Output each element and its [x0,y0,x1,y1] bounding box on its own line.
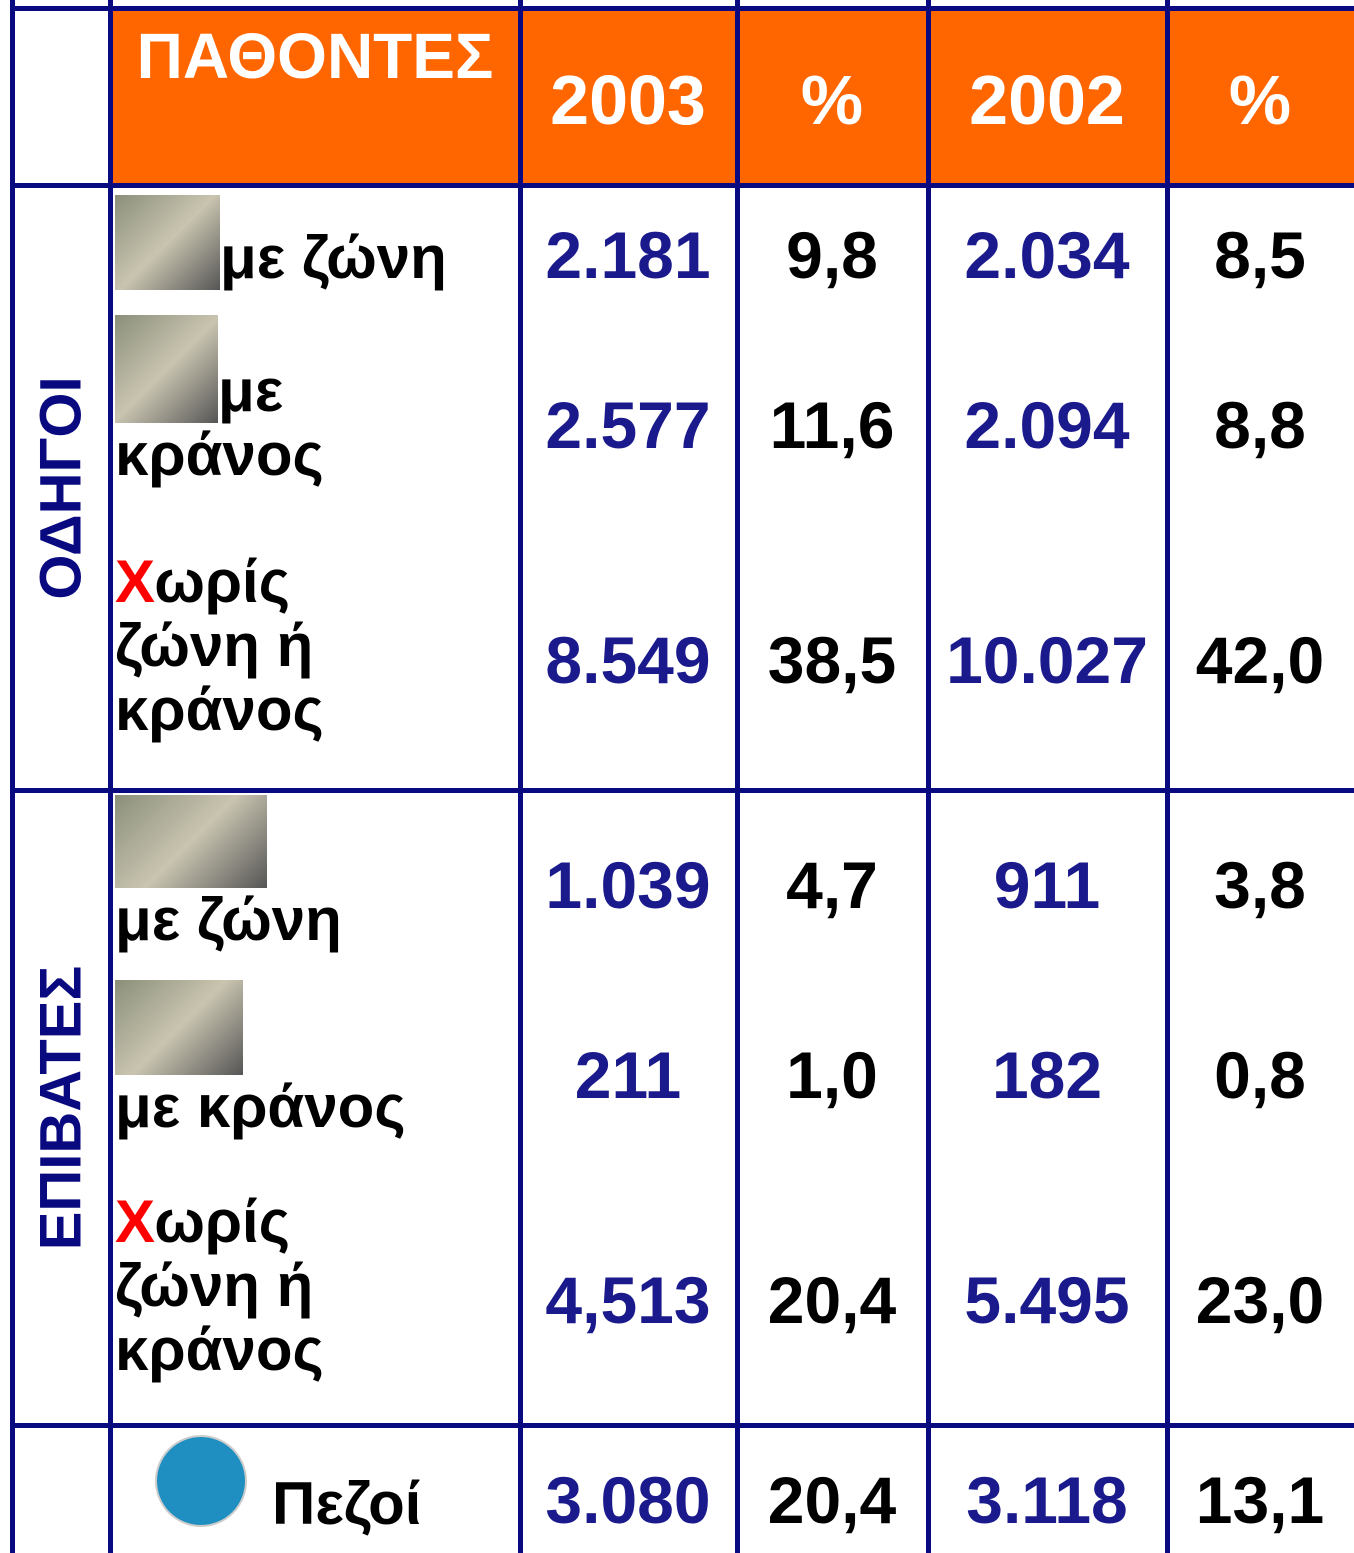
cell-value: 1,0 [786,1037,878,1113]
header-cell: % [1229,60,1291,140]
row-image [115,980,243,1075]
cell-value: 911 [994,847,1100,923]
label-text: με ζώνη [115,886,342,953]
header-cell: 2003 [550,60,706,140]
cell-value: 2.181 [545,217,710,293]
divider [1165,0,1170,1553]
cell-value: 13,1 [1196,1462,1324,1538]
cell-value: 3.118 [966,1462,1128,1538]
cell-value: 211 [575,1037,681,1113]
divider [12,6,1354,11]
cell-value: 4,513 [545,1262,710,1338]
cell-value: 5.495 [964,1262,1129,1338]
divider [926,0,931,1553]
cell-value: 1.039 [545,847,710,923]
row-label: με ζώνη [115,795,515,952]
divider [10,0,15,1553]
pedestrian-icon [155,1435,247,1527]
row-label: με κράνος [115,315,495,487]
divider [12,788,1354,793]
cell-value: 10.027 [946,622,1148,698]
cell-value: 38,5 [768,622,896,698]
header-label: ΠΑΘΟΝΤΕΣ [120,20,510,92]
cell-value: 2.034 [964,217,1129,293]
cell-value: 23,0 [1196,1262,1324,1338]
group-label: ΟΔΗΓΟΙ [28,376,95,599]
cell-value: 20,4 [768,1462,896,1538]
cell-value: 8,8 [1214,387,1306,463]
cell-value: 8,5 [1214,217,1306,293]
cell-value: 2.577 [545,387,710,463]
cell-value: 3,8 [1214,847,1306,923]
label-text: με ζώνη [220,224,447,291]
divider [12,183,1354,188]
row-label: με ζώνη [115,195,515,290]
cell-value: 11,6 [770,387,895,463]
cell-value: 4,7 [786,847,878,923]
header-cell: % [801,60,863,140]
cell-value: 20,4 [768,1262,896,1338]
label-prefix: Χ [115,1188,154,1255]
divider [735,0,740,1553]
row-image [115,315,218,423]
row-image [115,795,267,888]
row-image [115,195,220,290]
divider [108,0,113,1553]
divider [518,0,523,1553]
label-text: με κράνος [115,1073,406,1140]
header-cell: 2002 [969,60,1125,140]
cell-value: 42,0 [1196,622,1324,698]
group-label: ΕΠΙΒΑΤΕΣ [28,965,95,1250]
row-label: Πεζοί [272,1472,421,1536]
divider [12,1423,1354,1428]
cell-value: 0,8 [1214,1037,1306,1113]
row-label: Χωρίς ζώνη ή κράνος [115,1190,375,1382]
cell-value: 8.549 [545,622,710,698]
cell-value: 182 [992,1037,1102,1113]
label-prefix: Χ [115,548,154,615]
row-label: με κράνος [115,980,515,1139]
cell-value: 2.094 [964,387,1129,463]
cell-value: 9,8 [786,217,878,293]
cell-value: 3.080 [545,1462,710,1538]
page: ΠΑΘΟΝΤΕΣ (() => { const data = JSON.pars… [0,0,1354,1553]
row-label: Χωρίς ζώνη ή κράνος [115,550,375,742]
